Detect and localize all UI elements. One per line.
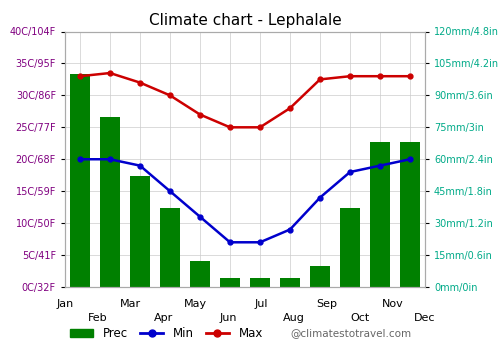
Max: [257, 125, 263, 130]
Bar: [160, 208, 180, 287]
Min: [137, 163, 143, 168]
Text: Apr: Apr: [154, 313, 173, 323]
Max: [77, 74, 83, 78]
Bar: [370, 142, 390, 287]
Max: [317, 77, 323, 82]
Bar: [250, 279, 270, 287]
Bar: [70, 74, 90, 287]
Max: [197, 112, 203, 117]
Text: @climatestotravel.com: @climatestotravel.com: [290, 328, 411, 338]
Min: [407, 157, 413, 161]
Text: Sep: Sep: [316, 299, 338, 309]
Bar: [280, 279, 300, 287]
Max: [137, 80, 143, 85]
Min: [197, 215, 203, 219]
Min: [317, 195, 323, 199]
Text: Aug: Aug: [283, 313, 305, 323]
Bar: [190, 261, 210, 287]
Bar: [400, 142, 420, 287]
Min: [377, 163, 383, 168]
Text: Mar: Mar: [120, 299, 141, 309]
Max: [287, 106, 293, 110]
Min: [227, 240, 233, 244]
Legend: Prec, Min, Max: Prec, Min, Max: [65, 323, 268, 345]
Bar: [130, 176, 150, 287]
Max: [347, 74, 353, 78]
Bar: [220, 279, 240, 287]
Max: [407, 74, 413, 78]
Min: [347, 170, 353, 174]
Text: Feb: Feb: [88, 313, 108, 323]
Max: [167, 93, 173, 97]
Text: May: May: [184, 299, 208, 309]
Max: [107, 71, 113, 75]
Max: [377, 74, 383, 78]
Bar: [100, 117, 120, 287]
Title: Climate chart - Lephalale: Climate chart - Lephalale: [148, 13, 342, 28]
Min: [107, 157, 113, 161]
Bar: [340, 208, 360, 287]
Line: Max: Max: [78, 71, 412, 130]
Text: Jul: Jul: [254, 299, 268, 309]
Min: [287, 228, 293, 232]
Max: [227, 125, 233, 130]
Text: Dec: Dec: [414, 313, 436, 323]
Text: Nov: Nov: [382, 299, 403, 309]
Min: [77, 157, 83, 161]
Text: Jun: Jun: [220, 313, 238, 323]
Min: [167, 189, 173, 193]
Text: Oct: Oct: [350, 313, 369, 323]
Text: Jan: Jan: [56, 299, 74, 309]
Min: [257, 240, 263, 244]
Line: Min: Min: [78, 157, 412, 245]
Bar: [310, 266, 330, 287]
